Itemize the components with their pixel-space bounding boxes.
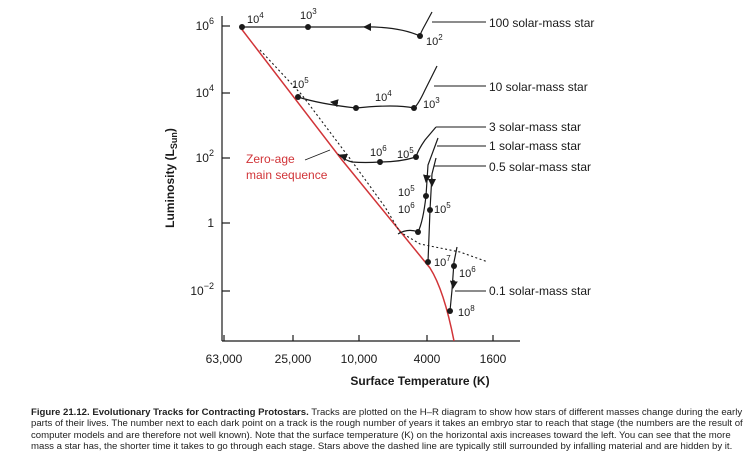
point-label: 108 xyxy=(458,304,475,319)
data-point xyxy=(413,154,419,160)
series-label: 3 solar-mass star xyxy=(489,120,581,134)
x-tick-label: 4000 xyxy=(414,352,441,366)
data-point xyxy=(295,94,301,100)
point-label: 106 xyxy=(459,265,476,280)
x-tick-marks xyxy=(223,335,494,341)
x-tick-label: 1600 xyxy=(480,352,507,366)
y-tick-label: 104 xyxy=(196,83,214,100)
y-tick-marks xyxy=(222,25,230,292)
series-label: 1 solar-mass star xyxy=(489,139,581,153)
point-label: 106 xyxy=(398,201,415,216)
point-label: 105 xyxy=(434,201,451,216)
track-100-msun xyxy=(242,11,433,37)
y-tick-label: 1 xyxy=(207,216,214,230)
series-label: 10 solar-mass star xyxy=(489,80,588,94)
data-point xyxy=(423,193,429,199)
track-arrow xyxy=(339,153,348,162)
data-point xyxy=(417,33,423,39)
point-label: 103 xyxy=(423,96,440,111)
figure-label: Figure 21.12. Evolutionary Tracks for Co… xyxy=(31,407,309,418)
point-label: 105 xyxy=(398,184,415,199)
zams-label-leader xyxy=(304,149,331,161)
y-axis-title: Luminosity (LSun) xyxy=(163,128,179,228)
data-point xyxy=(447,308,453,314)
zams-label: Zero-age main sequence xyxy=(246,152,328,182)
data-point xyxy=(415,229,421,235)
x-tick-label: 25,000 xyxy=(275,352,312,366)
x-tick-label: 63,000 xyxy=(206,352,243,366)
figure-caption-text: Tracks are plotted on the H–R diagram to… xyxy=(31,407,743,453)
series-label: 0.5 solar-mass star xyxy=(489,160,591,174)
series-label: 0.1 solar-mass star xyxy=(489,284,591,298)
series-label: 100 solar-mass star xyxy=(489,16,594,30)
data-point xyxy=(377,159,383,165)
data-point xyxy=(411,105,417,111)
point-label: 106 xyxy=(370,144,387,159)
data-point xyxy=(353,105,359,111)
track-0p1-msun xyxy=(449,246,458,312)
data-point xyxy=(239,24,245,30)
point-label: 105 xyxy=(292,76,309,91)
point-label: 107 xyxy=(434,254,451,269)
track-arrow xyxy=(449,279,458,289)
x-axis-title: Surface Temperature (K) xyxy=(350,374,489,388)
track-arrow xyxy=(330,99,339,108)
track-arrow xyxy=(423,174,431,183)
point-label: 105 xyxy=(397,146,414,161)
data-point xyxy=(305,24,311,30)
point-label: 104 xyxy=(375,89,392,104)
track-3-msun xyxy=(337,126,437,164)
track-1-msun xyxy=(417,137,439,233)
point-label: 104 xyxy=(247,11,264,26)
x-tick-label: 10,000 xyxy=(341,352,378,366)
y-tick-label: 10−2 xyxy=(190,281,214,298)
y-tick-label: 106 xyxy=(196,16,214,33)
zams-curve xyxy=(239,26,455,342)
data-point xyxy=(427,207,433,213)
y-tick-label: 102 xyxy=(196,148,214,165)
point-label: 103 xyxy=(300,7,317,22)
track-10-msun xyxy=(297,65,438,109)
data-point xyxy=(425,259,431,265)
figure-caption: Figure 21.12. Evolutionary Tracks for Co… xyxy=(31,407,743,453)
point-label: 102 xyxy=(426,33,443,48)
hr-diagram-chart: 106 104 102 1 10−2 63,000 25,000 10,000 … xyxy=(163,7,594,388)
data-point xyxy=(451,263,457,269)
